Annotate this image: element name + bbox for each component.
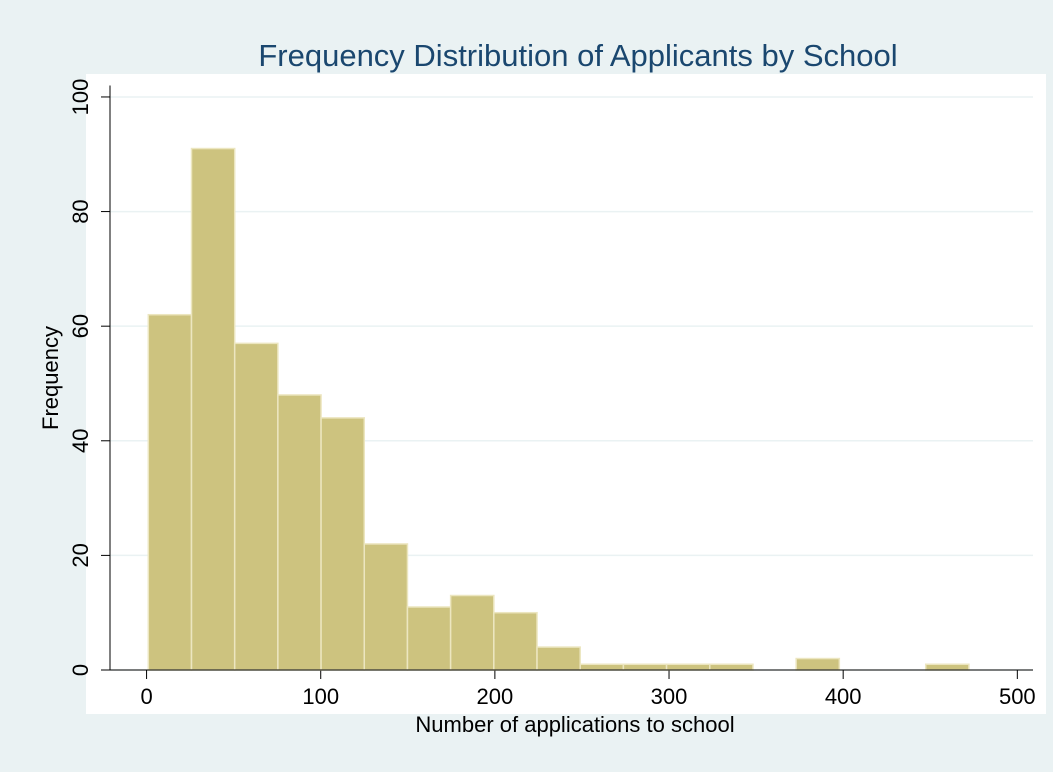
bar [190,147,236,671]
bar [320,417,366,671]
y-tick-label: 60 [68,314,93,338]
y-tick-label: 0 [68,664,93,676]
bar [406,606,452,671]
x-tick-label: 400 [825,684,862,709]
bar [277,394,322,671]
y-axis-label: Frequency [38,326,63,430]
bar [665,663,711,671]
bar [622,663,668,671]
bar [493,611,538,671]
bar [363,543,409,671]
y-tick-label: 80 [68,199,93,223]
bar [147,313,193,671]
x-tick-label: 0 [140,684,152,709]
x-axis-label: Number of applications to school [415,712,734,737]
bar [795,657,841,671]
bar [536,646,581,671]
x-tick-label: 100 [302,684,339,709]
bar [924,663,970,671]
x-tick-label: 200 [477,684,514,709]
bar [233,342,279,671]
bar [579,663,625,671]
bar [709,663,754,671]
chart-title: Frequency Distribution of Applicants by … [258,38,897,73]
bar [449,594,495,671]
y-tick-label: 100 [68,79,93,116]
x-tick-label: 500 [999,684,1036,709]
x-tick-label: 300 [651,684,688,709]
y-tick-label: 20 [68,543,93,567]
y-tick-label: 40 [68,429,93,453]
